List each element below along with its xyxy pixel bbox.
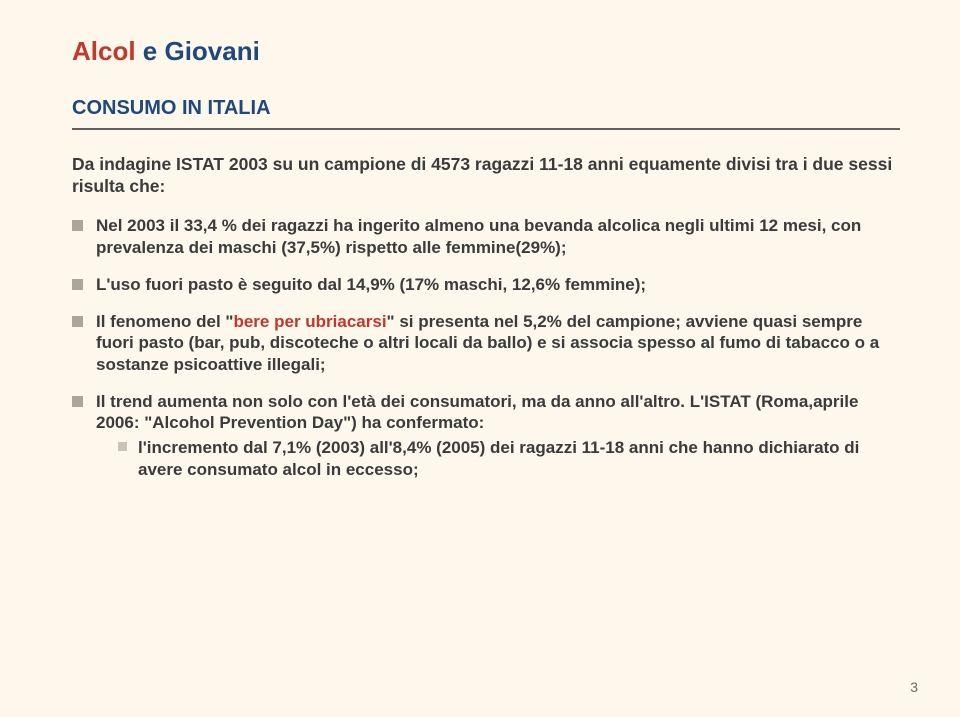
bullet-item: L'uso fuori pasto è seguito dal 14,9% (1… [72, 274, 900, 295]
bullet-text: Nel 2003 il 33,4 % dei ragazzi ha ingeri… [96, 216, 861, 256]
slide-title: Alcol e Giovani [72, 36, 900, 67]
bullet-item: Il trend aumenta non solo con l'età dei … [72, 391, 900, 480]
slide: Alcol e Giovani CONSUMO IN ITALIA Da ind… [0, 0, 960, 717]
bullet-text: Il trend aumenta non solo con l'età dei … [96, 392, 858, 432]
sub-bullet-list: l'incremento dal 7,1% (2003) all'8,4% (2… [118, 437, 900, 480]
bullet-list: Nel 2003 il 33,4 % dei ragazzi ha ingeri… [72, 215, 900, 480]
bullet-text-emph: bere per ubriacarsi [233, 312, 386, 331]
bullet-text: L'uso fuori pasto è seguito dal 14,9% (1… [96, 275, 646, 294]
bullet-item: Il fenomeno del "bere per ubriacarsi" si… [72, 311, 900, 375]
title-blue-part: e Giovani [143, 36, 260, 66]
page-number: 3 [910, 679, 918, 695]
slide-subtitle: CONSUMO IN ITALIA [72, 97, 900, 120]
sub-bullet-item: l'incremento dal 7,1% (2003) all'8,4% (2… [118, 437, 900, 480]
lead-text: Da indagine ISTAT 2003 su un campione di… [72, 154, 900, 197]
title-red-part: Alcol [72, 36, 143, 66]
divider [72, 128, 900, 130]
sub-bullet-text: l'incremento dal 7,1% (2003) all'8,4% (2… [138, 438, 859, 478]
bullet-text-prefix: Il fenomeno del " [96, 312, 233, 331]
bullet-item: Nel 2003 il 33,4 % dei ragazzi ha ingeri… [72, 215, 900, 258]
